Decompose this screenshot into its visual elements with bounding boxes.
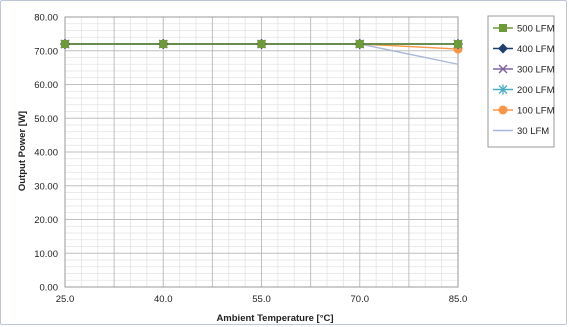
x-tick-label: 40.0 <box>154 294 173 305</box>
y-tick-label: 70.00 <box>34 46 58 57</box>
data-point-500-lfm <box>257 40 266 48</box>
data-point-500-lfm <box>61 40 69 48</box>
y-tick-label: 50.00 <box>34 114 58 125</box>
x-axis-title: Ambient Temperature [°C] <box>216 313 333 324</box>
data-point-500-lfm <box>159 40 168 48</box>
legend-item-500-lfm: 500 LFM <box>493 24 555 35</box>
x-tick-label: 70.0 <box>351 294 370 305</box>
y-tick-label: 80.00 <box>34 13 58 24</box>
legend-label: 300 LFM <box>517 65 555 76</box>
plot-area <box>64 16 459 288</box>
x-tick-label: 25.0 <box>56 294 75 305</box>
legend-item-300-lfm: 300 LFM <box>493 64 555 76</box>
legend-marker <box>498 43 508 54</box>
y-axis-title: Output Power [W] <box>17 111 28 191</box>
legend-label: 500 LFM <box>517 24 555 35</box>
legend-item-400-lfm: 400 LFM <box>493 43 555 55</box>
legend-label: 400 LFM <box>517 44 555 55</box>
data-point-500-lfm <box>454 40 462 48</box>
legend-label: 200 LFM <box>517 85 555 96</box>
legend-item-30-lfm: 30 LFM <box>493 126 549 137</box>
legend-item-200-lfm: 200 LFM <box>493 84 555 96</box>
legend: 500 LFM 400 LFM 300 LFM 200 LFM 100 LFM 30 LF… <box>487 15 555 148</box>
x-tick-label: 85.0 <box>449 294 468 305</box>
y-tick-label: 40.00 <box>34 148 58 159</box>
y-tick-label: 30.00 <box>34 181 58 192</box>
legend-item-100-lfm: 100 LFM <box>493 105 555 117</box>
y-tick-label: 10.00 <box>34 249 58 260</box>
data-point-500-lfm <box>355 40 364 48</box>
legend-label: 100 LFM <box>517 106 555 117</box>
legend-marker <box>498 105 508 115</box>
legend-marker <box>498 64 508 74</box>
y-tick-label: 20.00 <box>34 215 58 226</box>
legend-marker <box>498 84 508 95</box>
legend-label: 30 LFM <box>517 126 549 137</box>
y-tick-label: 0.00 <box>40 283 59 294</box>
legend-marker <box>499 24 507 32</box>
legend-box <box>487 15 555 148</box>
y-tick-label: 60.00 <box>34 80 58 91</box>
x-tick-label: 55.0 <box>252 294 271 305</box>
